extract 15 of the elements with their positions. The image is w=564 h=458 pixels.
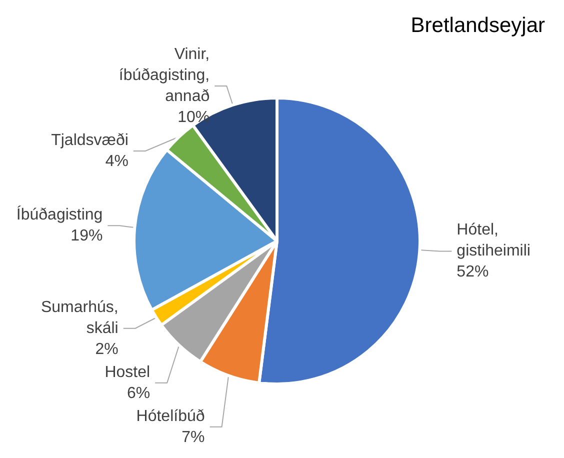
slice-label: Tjaldsvæði bbox=[51, 132, 128, 149]
slice-label: Sumarhús, skáli bbox=[40, 298, 118, 337]
data-label: 19% bbox=[70, 228, 103, 245]
chart-title: Bretlandseyjar bbox=[410, 14, 546, 37]
data-label: 2% bbox=[95, 340, 118, 358]
data-label: 52% bbox=[456, 264, 489, 281]
slice-label: Hótel, gistiheimili bbox=[456, 222, 530, 260]
slice-label: Íbúðagisting bbox=[16, 206, 103, 224]
data-label: 10% bbox=[178, 108, 210, 126]
slice-label: Hostel bbox=[104, 364, 150, 381]
slice-label: Hótelíbúð bbox=[136, 408, 205, 425]
slice-label: Vinir, íbúðagisting, annað bbox=[118, 46, 210, 105]
data-label: 7% bbox=[182, 428, 205, 446]
data-label: 6% bbox=[126, 384, 150, 402]
data-label: 4% bbox=[105, 152, 128, 170]
